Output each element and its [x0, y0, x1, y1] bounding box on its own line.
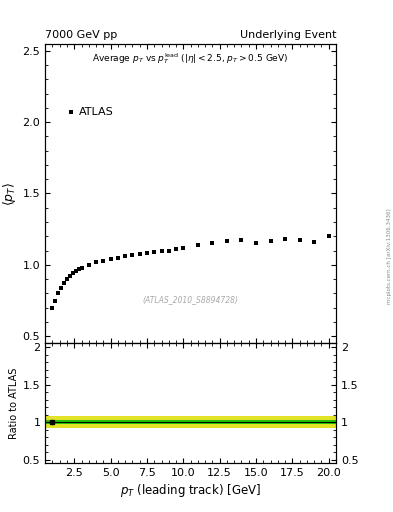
ATLAS	[268, 238, 273, 244]
ATLAS	[50, 305, 55, 311]
Text: mcplots.cern.ch [arXiv:1306.3436]: mcplots.cern.ch [arXiv:1306.3436]	[387, 208, 392, 304]
Text: (ATLAS_2010_S8894728): (ATLAS_2010_S8894728)	[143, 295, 239, 305]
ATLAS	[145, 250, 149, 257]
ATLAS	[152, 249, 156, 255]
ATLAS	[108, 256, 113, 262]
ATLAS	[312, 239, 317, 245]
ATLAS	[86, 262, 91, 268]
Text: 7000 GeV pp: 7000 GeV pp	[45, 30, 118, 40]
ATLAS	[79, 265, 84, 271]
ATLAS	[283, 236, 288, 242]
ATLAS	[64, 276, 70, 282]
Legend: ATLAS: ATLAS	[62, 103, 118, 122]
ATLAS	[59, 285, 64, 291]
ATLAS	[68, 273, 72, 280]
Y-axis label: $\langle p_T \rangle$: $\langle p_T \rangle$	[2, 181, 18, 206]
ATLAS	[123, 253, 128, 260]
ATLAS	[298, 237, 302, 243]
ATLAS	[70, 270, 75, 276]
ATLAS	[159, 247, 164, 253]
ATLAS	[76, 266, 81, 272]
ATLAS	[327, 233, 331, 240]
ATLAS	[94, 259, 99, 265]
ATLAS	[62, 281, 66, 287]
ATLAS	[239, 237, 244, 243]
Text: Underlying Event: Underlying Event	[239, 30, 336, 40]
ATLAS	[181, 245, 186, 251]
X-axis label: $p_T$ (leading track) [GeV]: $p_T$ (leading track) [GeV]	[120, 482, 261, 499]
Text: Average $p_T$ vs $p_T^{\mathsf{lead}}$ ($|\eta| < 2.5$, $p_T > 0.5$ GeV): Average $p_T$ vs $p_T^{\mathsf{lead}}$ (…	[92, 51, 289, 66]
Line: ATLAS: ATLAS	[50, 234, 331, 310]
ATLAS	[196, 242, 200, 248]
ATLAS	[174, 246, 178, 252]
Y-axis label: Ratio to ATLAS: Ratio to ATLAS	[9, 368, 18, 439]
ATLAS	[56, 290, 61, 296]
ATLAS	[130, 252, 135, 258]
ATLAS	[167, 247, 171, 253]
ATLAS	[210, 240, 215, 246]
ATLAS	[101, 258, 106, 264]
ATLAS	[225, 238, 230, 244]
ATLAS	[53, 297, 58, 304]
ATLAS	[116, 254, 120, 261]
ATLAS	[254, 240, 259, 246]
ATLAS	[138, 251, 142, 257]
ATLAS	[73, 267, 78, 273]
